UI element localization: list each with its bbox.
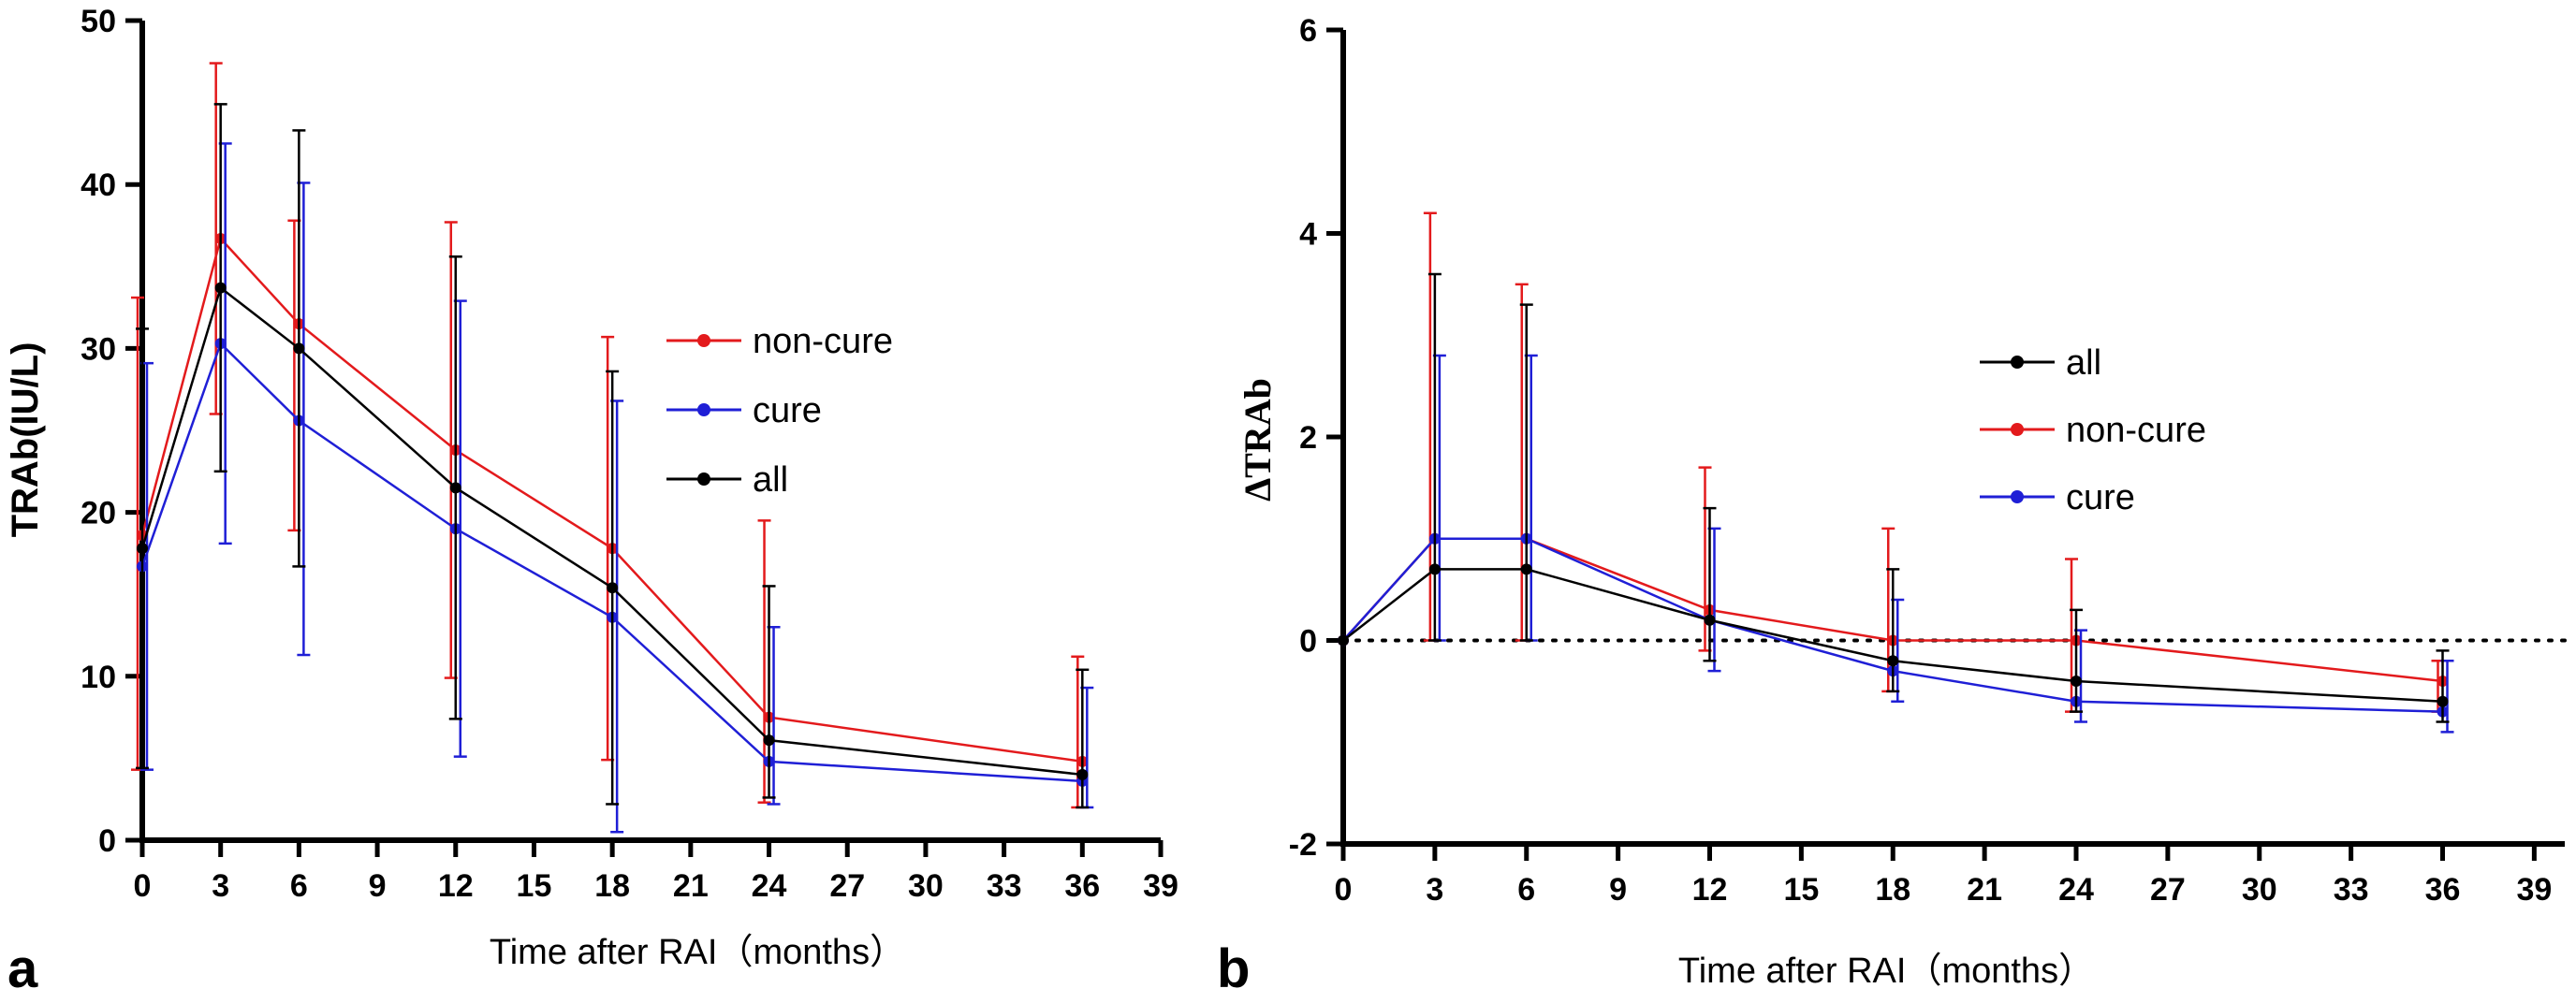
x-tick-label: 36 xyxy=(2425,872,2461,908)
y-tick-label: 30 xyxy=(80,331,116,367)
y-tick-label: 50 xyxy=(80,4,116,39)
x-tick-label: 21 xyxy=(1967,872,2002,908)
series-cure xyxy=(1338,354,2454,734)
panel-letter-b: b xyxy=(1217,938,1250,999)
x-tick-label: 36 xyxy=(1064,868,1100,904)
x-tick-label: 39 xyxy=(2516,872,2552,908)
x-axis-title: Time after RAI（months） xyxy=(490,933,905,972)
x-tick-label: 12 xyxy=(438,868,474,904)
x-tick-label: 21 xyxy=(673,868,709,904)
x-tick-label: 9 xyxy=(369,868,387,904)
y-tick-label: 6 xyxy=(1299,13,1317,49)
legend-label: all xyxy=(753,460,788,500)
x-tick-label: 0 xyxy=(134,868,152,904)
data-point xyxy=(293,342,305,355)
y-tick-label: 40 xyxy=(80,167,116,203)
y-tick-label: -2 xyxy=(1289,827,1317,863)
legend-marker xyxy=(697,403,710,416)
x-tick-label: 6 xyxy=(290,868,308,904)
x-tick-label: 6 xyxy=(1517,872,1535,908)
data-point xyxy=(607,582,619,594)
legend-marker xyxy=(697,472,710,486)
x-tick-label: 0 xyxy=(1335,872,1353,908)
legend-label: all xyxy=(2066,343,2101,383)
legend-marker xyxy=(697,334,710,347)
y-tick-label: 4 xyxy=(1299,217,1317,253)
data-point xyxy=(1076,768,1089,780)
legend-label: cure xyxy=(753,391,822,430)
legend: non-cure cure all xyxy=(666,322,893,500)
x-tick-label: 3 xyxy=(212,868,229,904)
data-point xyxy=(1338,634,1349,647)
y-tick-label: 0 xyxy=(98,823,116,859)
legend: all non-cure cure xyxy=(1980,343,2206,517)
x-axis-title: Time after RAI（months） xyxy=(1678,952,2094,991)
series-all xyxy=(136,103,1090,809)
x-tick-label: 30 xyxy=(908,868,944,904)
data-point xyxy=(449,482,461,494)
x-tick-label: 30 xyxy=(2242,872,2277,908)
data-point xyxy=(1520,563,1532,575)
legend-label: non-cure xyxy=(753,322,893,361)
legend-marker xyxy=(2011,423,2024,436)
x-tick-label: 15 xyxy=(1783,872,1819,908)
series-cure xyxy=(137,142,1094,834)
y-axis-title: TRAb(IU/L) xyxy=(5,342,46,538)
data-point xyxy=(214,282,227,294)
data-point xyxy=(1704,614,1716,626)
legend-marker xyxy=(2011,490,2024,503)
x-tick-label: 27 xyxy=(2150,872,2186,908)
x-tick-label: 15 xyxy=(517,868,552,904)
legend-label: cure xyxy=(2066,478,2135,517)
x-tick-label: 24 xyxy=(752,868,787,904)
x-tick-label: 39 xyxy=(1143,868,1178,904)
y-tick-label: 0 xyxy=(1299,624,1317,660)
y-tick-label: 2 xyxy=(1299,420,1317,456)
x-tick-label: 18 xyxy=(1875,872,1910,908)
x-tick-label: 12 xyxy=(1692,872,1728,908)
x-tick-label: 24 xyxy=(2058,872,2094,908)
series-all xyxy=(1338,272,2450,723)
data-point xyxy=(2437,695,2449,707)
x-tick-label: 27 xyxy=(829,868,865,904)
data-point xyxy=(1887,655,1899,667)
x-tick-label: 33 xyxy=(2334,872,2369,908)
series-non-cure xyxy=(131,62,1089,809)
data-point xyxy=(763,734,775,747)
x-tick-label: 3 xyxy=(1426,872,1443,908)
y-axis-title: ΔTRAb xyxy=(1237,378,1279,502)
legend-label: non-cure xyxy=(2066,411,2206,450)
data-point xyxy=(137,543,148,555)
y-tick-label: 20 xyxy=(80,496,116,531)
y-tick-label: 10 xyxy=(80,660,116,695)
x-tick-label: 9 xyxy=(1609,872,1627,908)
data-point xyxy=(1428,563,1441,575)
x-tick-label: 33 xyxy=(987,868,1022,904)
data-point xyxy=(2071,676,2082,687)
legend-marker xyxy=(2011,356,2024,369)
x-tick-label: 18 xyxy=(594,868,630,904)
panel-letter-a: a xyxy=(7,938,38,999)
